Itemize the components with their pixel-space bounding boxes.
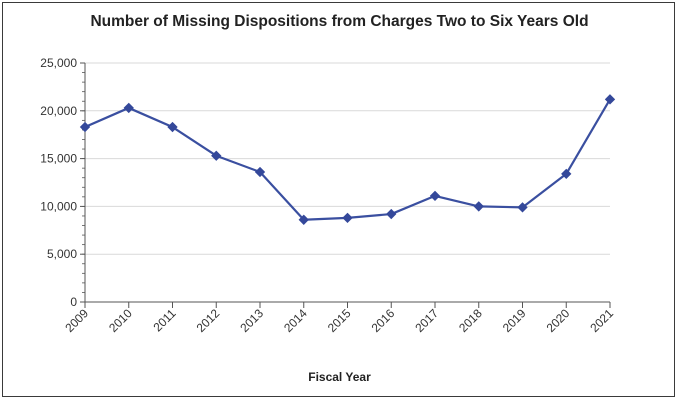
y-tick-label: 20,000: [40, 104, 77, 118]
x-axis-title: Fiscal Year: [308, 370, 371, 384]
x-tick-label: 2010: [106, 306, 135, 335]
y-tick-label: 10,000: [40, 199, 77, 213]
data-point-marker: [298, 214, 309, 225]
y-tick-label: 0: [70, 295, 77, 309]
data-point-marker: [79, 121, 91, 133]
x-tick-label: 2021: [587, 306, 616, 335]
data-point-marker: [386, 208, 397, 220]
x-tick-label: 2012: [194, 306, 223, 335]
series-line: [84, 98, 611, 221]
data-point-marker: [254, 166, 266, 178]
x-tick-label: 2020: [544, 306, 573, 335]
x-tick-label: 2013: [237, 306, 266, 335]
x-tick-label: 2019: [500, 306, 529, 335]
data-point-marker: [167, 121, 178, 133]
x-tick-label: 2014: [281, 306, 310, 335]
y-tick-label: 5,000: [47, 247, 77, 261]
y-tick-label: 25,000: [40, 56, 77, 70]
data-point-marker: [342, 212, 353, 224]
chart-title: Number of Missing Dispositions from Char…: [90, 13, 589, 30]
x-tick-label: 2016: [369, 306, 398, 335]
data-point-marker: [604, 94, 616, 105]
data-point-marker: [473, 201, 484, 212]
x-tick-label: 2018: [456, 306, 485, 335]
x-tick-label: 2011: [150, 306, 178, 334]
x-tick-label: 2009: [62, 306, 91, 335]
chart-frame: [2, 2, 675, 397]
data-point-marker: [517, 202, 528, 213]
data-point-marker: [561, 168, 572, 180]
data-point-marker: [123, 102, 134, 114]
x-tick-label: 2017: [412, 306, 441, 335]
data-point-marker: [211, 150, 222, 161]
data-point-marker: [429, 190, 441, 202]
y-tick-label: 15,000: [40, 152, 77, 166]
x-tick-label: 2015: [325, 306, 354, 335]
